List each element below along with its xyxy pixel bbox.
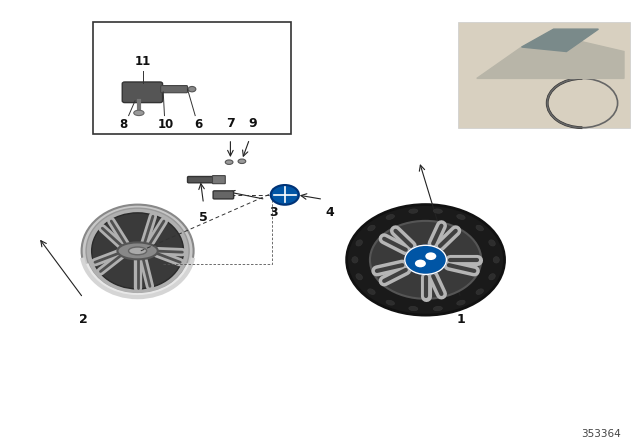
Text: 2: 2	[79, 313, 88, 326]
Text: 4: 4	[325, 206, 334, 219]
FancyBboxPatch shape	[122, 82, 163, 103]
Ellipse shape	[457, 300, 465, 305]
Text: 7: 7	[226, 117, 235, 130]
Ellipse shape	[82, 205, 193, 297]
Ellipse shape	[386, 215, 394, 220]
Circle shape	[271, 185, 299, 205]
Ellipse shape	[188, 86, 196, 92]
Ellipse shape	[433, 306, 442, 311]
Ellipse shape	[489, 274, 495, 280]
Ellipse shape	[86, 208, 189, 293]
Polygon shape	[477, 38, 624, 78]
Ellipse shape	[370, 221, 481, 299]
Ellipse shape	[368, 225, 375, 231]
Text: 9: 9	[248, 117, 257, 130]
Ellipse shape	[493, 257, 499, 263]
Bar	[458, 22, 630, 128]
Ellipse shape	[457, 215, 465, 220]
Text: 353364: 353364	[581, 429, 621, 439]
Ellipse shape	[409, 306, 418, 311]
FancyBboxPatch shape	[161, 86, 188, 93]
Text: 6: 6	[195, 118, 202, 131]
Ellipse shape	[426, 252, 436, 260]
Ellipse shape	[238, 159, 246, 164]
Ellipse shape	[129, 247, 147, 255]
Text: 3: 3	[269, 206, 278, 219]
Ellipse shape	[356, 240, 362, 246]
Ellipse shape	[118, 242, 157, 259]
Ellipse shape	[356, 274, 362, 280]
Text: 5: 5	[199, 211, 208, 224]
Ellipse shape	[134, 110, 144, 116]
FancyBboxPatch shape	[212, 176, 225, 184]
FancyBboxPatch shape	[213, 191, 234, 199]
Polygon shape	[522, 29, 598, 52]
Circle shape	[404, 245, 447, 275]
Ellipse shape	[368, 289, 375, 294]
Text: 11: 11	[134, 55, 151, 68]
FancyBboxPatch shape	[93, 22, 291, 134]
Ellipse shape	[225, 160, 233, 164]
Ellipse shape	[347, 205, 504, 315]
Ellipse shape	[386, 300, 394, 305]
Text: 1: 1	[456, 313, 465, 326]
Ellipse shape	[489, 240, 495, 246]
Text: 8: 8	[120, 118, 127, 131]
Ellipse shape	[476, 225, 483, 231]
FancyBboxPatch shape	[188, 177, 214, 183]
Ellipse shape	[92, 213, 184, 289]
Text: 10: 10	[157, 118, 174, 131]
Ellipse shape	[476, 289, 483, 294]
Ellipse shape	[433, 209, 442, 213]
Ellipse shape	[352, 257, 358, 263]
Ellipse shape	[415, 260, 426, 267]
Ellipse shape	[409, 209, 418, 213]
